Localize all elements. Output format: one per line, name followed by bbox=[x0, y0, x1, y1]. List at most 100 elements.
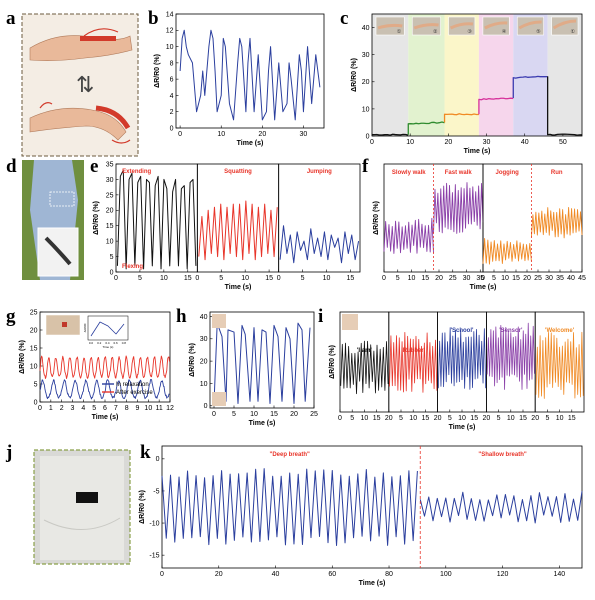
x-tick-label: 0 bbox=[178, 131, 182, 138]
stage-photo-arm bbox=[377, 23, 403, 30]
y-tick-label: 10 bbox=[362, 106, 370, 113]
y-tick-label: 0 bbox=[110, 269, 114, 276]
x-tick-label: 0 bbox=[277, 275, 281, 282]
x-tick-label: 40 bbox=[521, 139, 529, 146]
series-line bbox=[39, 355, 170, 379]
x-tick-label: 5 bbox=[492, 275, 496, 282]
inset-sensor bbox=[44, 236, 72, 266]
y-axis-title: ΔR/R0 (%) bbox=[373, 201, 380, 235]
x-tick-label: 40 bbox=[272, 571, 280, 578]
series-line bbox=[433, 182, 484, 234]
stage-signal-line bbox=[371, 133, 409, 136]
series-line bbox=[179, 29, 321, 121]
x-tick-label: 0 bbox=[38, 405, 42, 412]
x-tick-label: 10 bbox=[501, 275, 509, 282]
y-tick-label: 5 bbox=[110, 254, 114, 261]
throat-photo bbox=[342, 314, 358, 330]
chart-k: 0 20 40 60 80 100 120 140 0 -5 -10 -15 "Deep breath"… bbox=[139, 445, 583, 587]
y-tick-label: 30 bbox=[200, 336, 208, 343]
y-axis-title: ΔR/R0 (%) bbox=[189, 343, 196, 377]
y-tick-label: 40 bbox=[200, 314, 208, 321]
x-tick-label: 45 bbox=[578, 275, 586, 282]
x-tick-label: 50 bbox=[559, 139, 567, 146]
plot-frame bbox=[209, 311, 315, 409]
x-tick-label: 25 bbox=[534, 275, 542, 282]
chart-c: ① ② ③ ④ ⑤ ① 0 10 20 30 40 50 0 10 20 30 40 Time (s) ΔR/R0 … bbox=[351, 13, 583, 155]
x-tick-label: 15 bbox=[270, 411, 278, 418]
stage-number-label: ③ bbox=[467, 29, 472, 35]
x-tick-label: 15 bbox=[512, 275, 520, 282]
plot-frame bbox=[437, 311, 487, 413]
plot-frame bbox=[482, 163, 583, 273]
y-tick-label: 20 bbox=[30, 327, 38, 334]
chart-i: 0 5 10 15 20 'I am' 5 10 15 20 'Rubber' 5 10 15 20 'Sch… bbox=[329, 311, 585, 431]
panel-letter-h: h bbox=[176, 306, 187, 327]
word-label: 'Sensor' bbox=[499, 328, 523, 334]
series-line bbox=[198, 200, 278, 261]
y-axis-title: ΔR/R0 (%) bbox=[93, 201, 100, 235]
x-tick-label: 10 bbox=[361, 415, 369, 422]
y-tick-label: 15 bbox=[106, 223, 114, 230]
x-tick-label: 20 bbox=[483, 415, 491, 422]
plot-frame bbox=[175, 13, 325, 129]
stage-signal-line bbox=[443, 113, 479, 123]
x-tick-label: 100 bbox=[440, 571, 452, 578]
x-tick-label: 120 bbox=[497, 571, 509, 578]
x-tick-label: 20 bbox=[215, 571, 223, 578]
x-tick-label: 40 bbox=[567, 275, 575, 282]
y-axis-title: ΔR/R0 (%) bbox=[154, 54, 161, 88]
x-tick-label: 60 bbox=[328, 571, 336, 578]
x-tick-label: 20 bbox=[531, 415, 539, 422]
stage-number-label: ① bbox=[571, 29, 576, 35]
x-tick-label: 11 bbox=[156, 405, 163, 412]
y-axis-title: ΔR/R0 (%) bbox=[19, 340, 26, 374]
y-axis-title: ΔR/R0 (%) bbox=[139, 490, 146, 524]
shallow-breath-label: "Shallow breath" bbox=[478, 452, 527, 458]
x-tick-label: 5 bbox=[138, 275, 142, 282]
plot-frame bbox=[278, 163, 361, 273]
x-tick-label: 15 bbox=[265, 275, 273, 282]
panel-letter-g: g bbox=[6, 306, 16, 327]
y-tick-label: 15 bbox=[30, 345, 38, 352]
y-tick-label: 0 bbox=[366, 133, 370, 140]
y-axis-title: ΔR/R0 (%) bbox=[351, 58, 358, 92]
x-tick-label: 6 bbox=[103, 405, 107, 412]
x-tick-label: 7 bbox=[114, 405, 118, 412]
stage-signal-line bbox=[407, 121, 445, 135]
panel-letter-c: c bbox=[340, 8, 348, 29]
panel-j-photo bbox=[33, 449, 131, 565]
x-tick-label: 0 bbox=[114, 275, 118, 282]
x-axis-title: Time (s) bbox=[237, 140, 264, 147]
series-line bbox=[389, 332, 438, 393]
x-tick-label: 15 bbox=[421, 275, 429, 282]
stage-signal-line bbox=[546, 76, 583, 136]
x-tick-label: 20 bbox=[523, 275, 531, 282]
plot-frame bbox=[196, 163, 280, 273]
stage-photo-thumbnail bbox=[448, 16, 476, 36]
x-tick-label: 30 bbox=[463, 275, 471, 282]
panel-letter-k: k bbox=[140, 442, 151, 463]
panel-letter-j: j bbox=[5, 442, 12, 463]
subpanel-label: Fast walk bbox=[445, 170, 473, 176]
y-tick-label: 8 bbox=[170, 60, 174, 67]
mouth-open-photo bbox=[212, 314, 226, 328]
y-tick-label: 10 bbox=[30, 363, 38, 370]
stage-photo-arm bbox=[518, 20, 542, 30]
sensor-strip-top bbox=[80, 36, 116, 41]
inset-y-title: ΔR/R0 bbox=[83, 323, 87, 332]
series-line bbox=[161, 468, 418, 546]
y-tick-label: 40 bbox=[362, 25, 370, 32]
chart-h: 0 5 10 15 20 25 0 10 20 30 40 Time (s) ΔR/R0 (%) bbox=[189, 311, 318, 427]
stage-number-label: ④ bbox=[502, 29, 507, 35]
x-tick-label: 10 bbox=[458, 415, 466, 422]
chest-sensor bbox=[76, 492, 98, 503]
x-tick-label: 5 bbox=[92, 405, 96, 412]
x-tick-label: 0 bbox=[195, 275, 199, 282]
y-tick-label: 0 bbox=[156, 456, 160, 463]
y-tick-label: 0 bbox=[34, 399, 38, 406]
y-tick-label: 20 bbox=[106, 208, 114, 215]
y-tick-label: 10 bbox=[200, 381, 208, 388]
x-tick-label: 140 bbox=[553, 571, 565, 578]
x-tick-label: 0 bbox=[212, 411, 216, 418]
